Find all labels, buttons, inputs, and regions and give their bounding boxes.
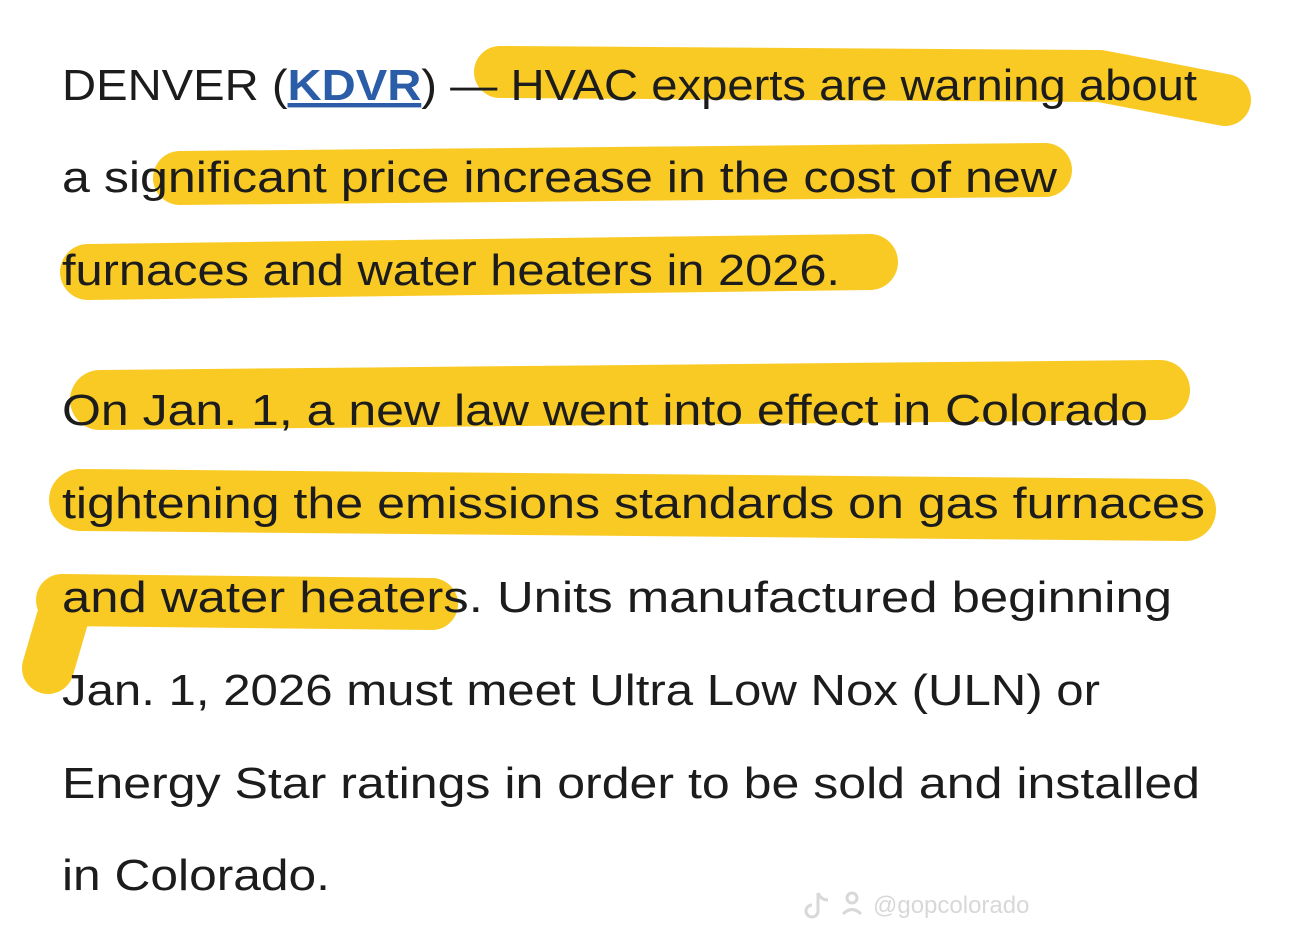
highlight	[153, 143, 1072, 205]
text-line: in Colorado.	[62, 851, 330, 900]
text-line: On Jan. 1, a new law went into effect in…	[62, 386, 1148, 435]
text-line: a significant price increase in the cost…	[62, 153, 1057, 202]
dateline: DENVER (	[62, 61, 288, 110]
highlight	[22, 574, 458, 694]
text-line: Energy Star ratings in order to be sold …	[62, 759, 1200, 808]
watermark: @gopcolorado	[873, 892, 1029, 919]
highlight	[70, 360, 1190, 430]
text-line: and water heaters. Units manufactured be…	[62, 573, 1172, 622]
source-link[interactable]: KDVR	[288, 61, 422, 110]
highlights	[22, 46, 1251, 694]
text-line: DENVER (KDVR) — HVAC experts are warning…	[62, 61, 1197, 110]
highlight	[60, 234, 898, 300]
text-line: furnaces and water heaters in 2026.	[62, 246, 840, 295]
user-icon	[841, 908, 863, 916]
highlight	[474, 46, 1251, 126]
text-span: ) — HVAC experts are warning about	[421, 61, 1197, 110]
highlight	[49, 469, 1216, 541]
watermark-icons	[804, 891, 863, 919]
text-line: tightening the emissions standards on ga…	[62, 479, 1205, 528]
user-icon	[845, 891, 859, 905]
text-line: Jan. 1, 2026 must meet Ultra Low Nox (UL…	[62, 666, 1100, 715]
tiktok-icon	[804, 892, 829, 919]
